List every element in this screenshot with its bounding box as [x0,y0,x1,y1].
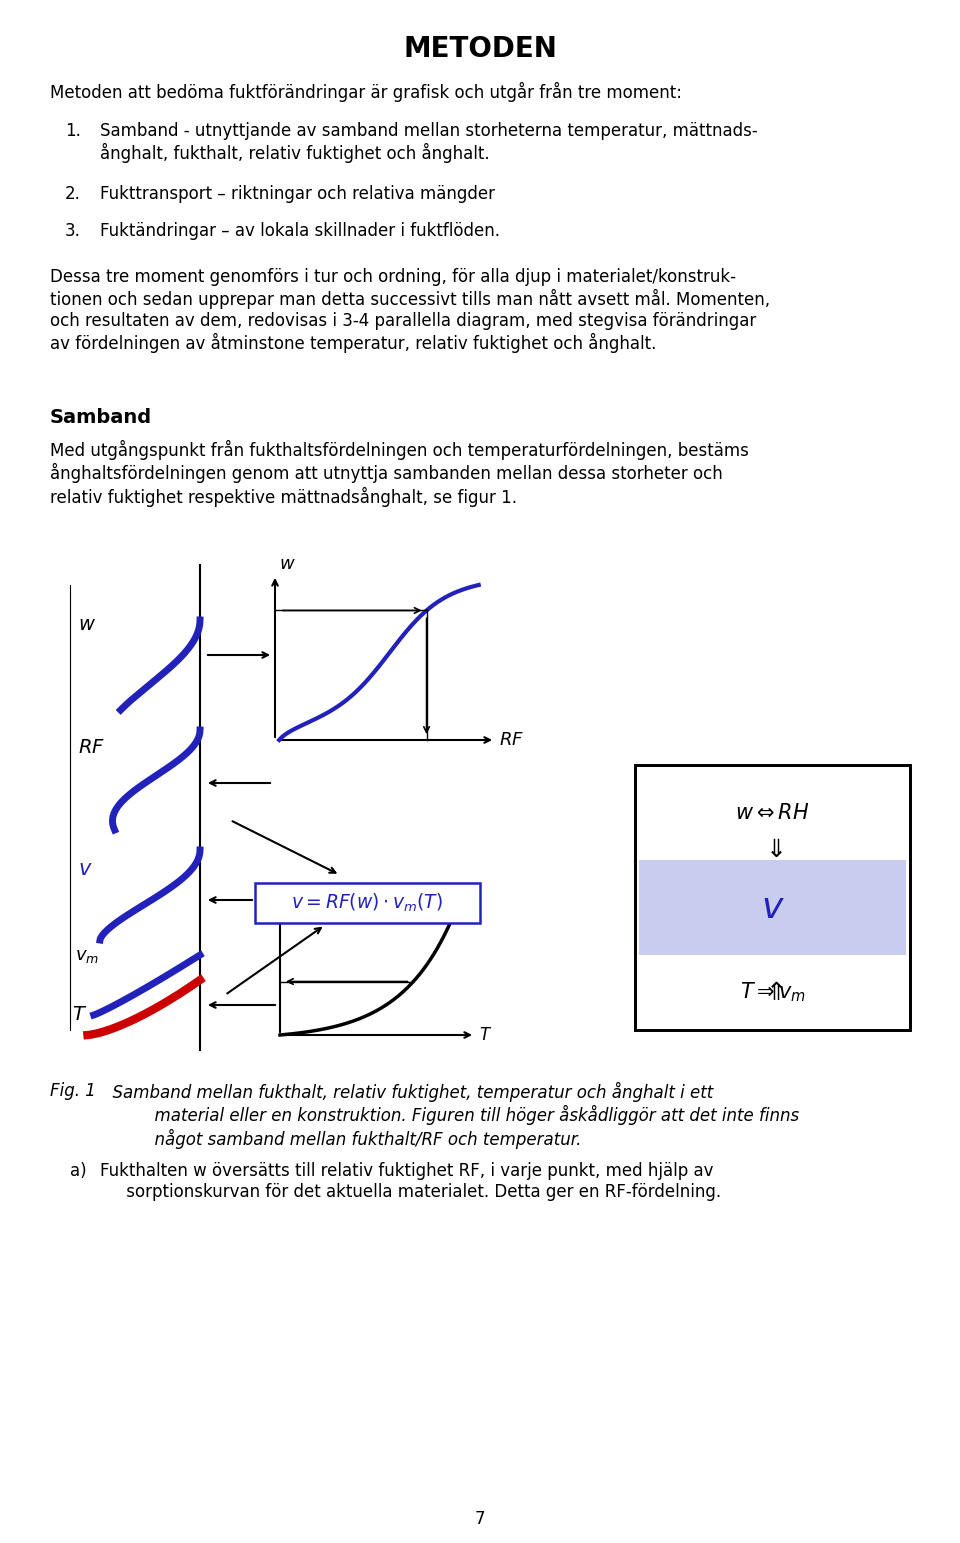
Text: Samband mellan fukthalt, relativ fuktighet, temperatur och ånghalt i ett
       : Samband mellan fukthalt, relativ fuktigh… [102,1082,799,1148]
Text: $\Downarrow$: $\Downarrow$ [761,838,784,863]
Text: $v = RF(w) \cdot v_m(T)$: $v = RF(w) \cdot v_m(T)$ [292,892,444,913]
Text: Med utgångspunkt från fukthaltsfördelningen och temperaturfördelningen, bestäms
: Med utgångspunkt från fukthaltsfördelnin… [50,440,749,506]
Text: Fukthalten w översätts till relativ fuktighet RF, i varje punkt, med hjälp av
  : Fukthalten w översätts till relativ fukt… [100,1162,721,1200]
Text: $w$: $w$ [78,616,96,634]
Text: Fukttransport – riktningar och relativa mängder: Fukttransport – riktningar och relativa … [100,185,495,204]
Text: $T$: $T$ [72,1004,87,1025]
Text: $T \Rightarrow v_m$: $T \Rightarrow v_m$ [739,980,805,1004]
Text: METODEN: METODEN [403,35,557,63]
Text: 3.: 3. [65,222,81,241]
Text: $v_m$: $v_m$ [75,947,99,964]
Text: a): a) [70,1162,86,1180]
Text: Dessa tre moment genomförs i tur och ordning, för alla djup i materialet/konstru: Dessa tre moment genomförs i tur och ord… [50,268,770,353]
Text: Fuktändringar – av lokala skillnader i fuktflöden.: Fuktändringar – av lokala skillnader i f… [100,222,500,241]
Bar [635,765,910,1031]
Text: $T$: $T$ [479,1026,492,1045]
Text: 7: 7 [475,1511,485,1528]
Text: $v$: $v$ [78,859,92,880]
Text: $v$: $v$ [760,890,784,924]
Text: $w \Leftrightarrow RH$: $w \Leftrightarrow RH$ [735,802,809,822]
Text: $v_s$: $v_s$ [284,880,301,898]
Text: 1.: 1. [65,122,81,140]
Text: $RF$: $RF$ [78,738,105,758]
Text: Samband: Samband [50,407,152,427]
Text: $w$: $w$ [279,555,296,572]
Text: Metoden att bedöma fuktförändringar är grafisk och utgår från tre moment:: Metoden att bedöma fuktförändringar är g… [50,82,682,102]
Text: $\Uparrow$: $\Uparrow$ [761,981,784,1004]
Text: Samband - utnyttjande av samband mellan storheterna temperatur, mättnads-
ånghal: Samband - utnyttjande av samband mellan … [100,122,757,164]
Text: $RF$: $RF$ [499,731,524,748]
Bar [635,765,910,1031]
Text: Fig. 1: Fig. 1 [50,1082,96,1100]
Bar [639,859,906,955]
Text: 2.: 2. [65,185,81,204]
Bar [255,883,480,923]
